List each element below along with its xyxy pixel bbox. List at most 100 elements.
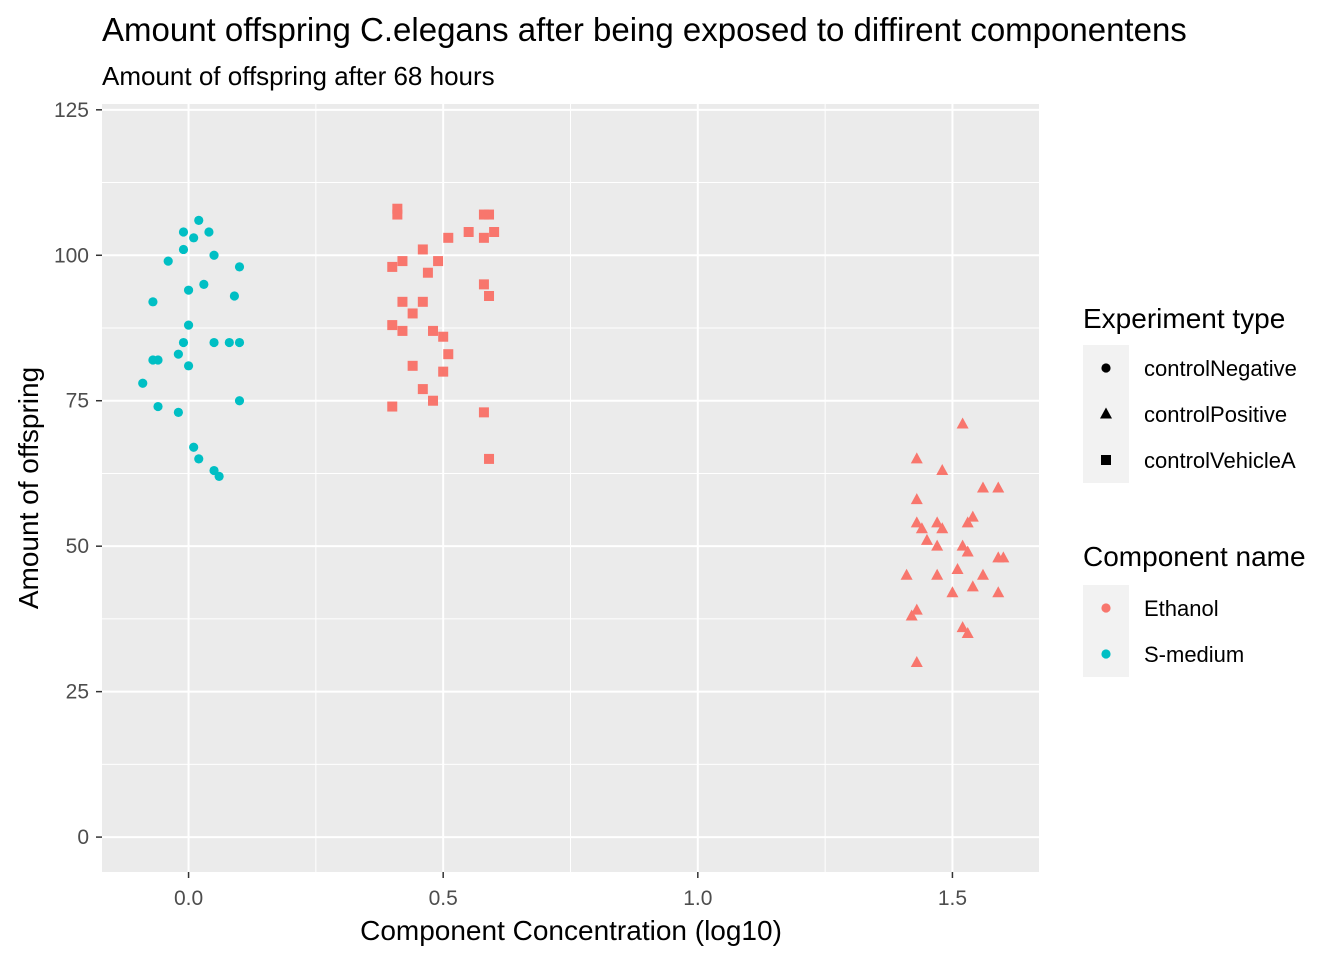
legend-entry-label: controlVehicleA bbox=[1144, 448, 1296, 473]
data-point bbox=[178, 244, 189, 255]
data-point bbox=[915, 522, 928, 534]
data-point bbox=[910, 603, 923, 615]
data-point bbox=[178, 227, 189, 237]
data-point bbox=[199, 279, 209, 289]
data-point bbox=[417, 384, 428, 395]
legend-entry-label: Ethanol bbox=[1144, 596, 1219, 621]
data-point bbox=[966, 510, 979, 522]
legend-entry-label: controlNegative bbox=[1144, 356, 1297, 381]
data-point bbox=[478, 209, 489, 220]
y-tick-label: 0 bbox=[77, 826, 89, 849]
data-point bbox=[224, 337, 234, 348]
data-point bbox=[148, 355, 158, 365]
data-point bbox=[910, 516, 923, 528]
data-point bbox=[463, 227, 474, 237]
data-point bbox=[961, 626, 974, 638]
data-point bbox=[428, 325, 439, 336]
y-tick-label: 125 bbox=[54, 99, 89, 122]
data-point bbox=[443, 232, 454, 243]
data-point bbox=[189, 442, 199, 452]
data-point bbox=[951, 562, 964, 574]
data-point bbox=[992, 481, 1005, 493]
legend-title-experiment-type: Experiment type bbox=[1083, 303, 1285, 334]
data-point bbox=[992, 586, 1005, 598]
grid-lines bbox=[102, 104, 1039, 872]
y-axis-title: Amount of offspring bbox=[13, 367, 44, 609]
chart-title: Amount offspring C.elegans after being e… bbox=[102, 11, 1187, 48]
data-point bbox=[976, 481, 989, 493]
data-point bbox=[946, 586, 959, 598]
data-point bbox=[183, 361, 194, 371]
data-point bbox=[392, 209, 403, 220]
data-point bbox=[397, 296, 408, 307]
legend-triangle-marker bbox=[1100, 407, 1112, 419]
x-axis-title: Component Concentration (log10) bbox=[360, 915, 782, 946]
data-point bbox=[234, 396, 245, 406]
data-point bbox=[148, 297, 158, 307]
data-point bbox=[489, 227, 500, 237]
data-point bbox=[484, 453, 495, 464]
data-point bbox=[976, 568, 989, 580]
data-point bbox=[966, 580, 979, 592]
x-tick-label: 1.0 bbox=[683, 887, 712, 910]
data-point bbox=[194, 454, 204, 464]
data-point bbox=[433, 256, 444, 267]
data-point bbox=[438, 366, 449, 377]
data-point bbox=[910, 493, 923, 505]
y-tick-label: 50 bbox=[66, 535, 89, 558]
legend-title-component-name: Component name bbox=[1083, 541, 1306, 572]
data-point bbox=[422, 267, 433, 278]
data-point bbox=[407, 360, 418, 371]
legend-entry-label: controlPositive bbox=[1144, 402, 1287, 427]
data-point bbox=[428, 395, 439, 406]
axes: 0.0 0.5 1.0 1.5 0 25 50 75 100 125 bbox=[54, 99, 967, 910]
x-tick-label: 1.5 bbox=[938, 887, 967, 910]
data-point bbox=[173, 407, 183, 417]
y-tick-label: 75 bbox=[66, 390, 89, 413]
data-point bbox=[484, 209, 495, 220]
data-point bbox=[478, 407, 489, 418]
data-point bbox=[189, 233, 199, 243]
data-point bbox=[387, 261, 398, 272]
legend-color-marker bbox=[1101, 649, 1111, 659]
y-tick-label: 25 bbox=[66, 681, 89, 704]
data-point bbox=[484, 291, 495, 301]
data-point bbox=[931, 568, 944, 580]
data-point bbox=[961, 516, 974, 528]
data-point bbox=[234, 337, 245, 348]
data-point bbox=[183, 320, 194, 330]
data-point bbox=[183, 285, 194, 295]
data-point bbox=[194, 215, 204, 225]
data-point bbox=[397, 325, 408, 336]
legend-square-marker bbox=[1101, 455, 1111, 465]
data-point bbox=[209, 337, 219, 348]
data-points bbox=[138, 203, 1010, 668]
legend-entry-label: S-medium bbox=[1144, 642, 1244, 667]
data-point bbox=[438, 331, 449, 342]
data-point bbox=[936, 464, 949, 476]
data-point bbox=[910, 656, 923, 668]
chart-subtitle: Amount of offspring after 68 hours bbox=[102, 61, 495, 91]
data-point bbox=[478, 279, 489, 290]
data-point bbox=[956, 621, 969, 633]
data-point bbox=[936, 522, 949, 534]
data-point bbox=[214, 471, 224, 481]
data-point bbox=[163, 256, 173, 266]
data-point bbox=[931, 516, 944, 528]
data-point bbox=[387, 320, 398, 331]
data-point bbox=[417, 296, 428, 307]
data-point bbox=[900, 568, 913, 580]
x-tick-label: 0.5 bbox=[429, 887, 458, 910]
data-point bbox=[997, 551, 1010, 563]
data-point bbox=[138, 378, 148, 388]
legend-color-marker bbox=[1101, 603, 1111, 613]
legend: Experiment type controlNegative controlPos… bbox=[1083, 303, 1306, 677]
data-point bbox=[234, 262, 245, 272]
data-point bbox=[392, 203, 403, 214]
x-tick-label: 0.0 bbox=[174, 887, 203, 910]
data-point bbox=[910, 452, 923, 464]
data-point bbox=[920, 533, 933, 545]
data-point bbox=[956, 417, 969, 429]
data-point bbox=[387, 401, 398, 412]
